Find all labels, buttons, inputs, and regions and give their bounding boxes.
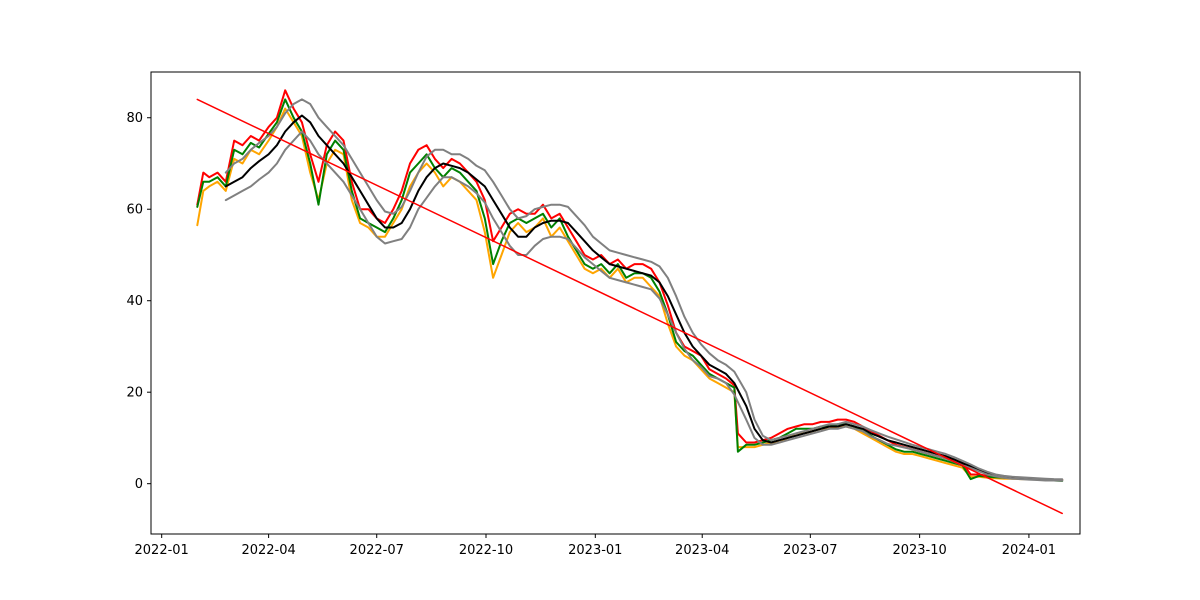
x-tick-label: 2022-10 [459,543,513,558]
x-tick-label: 2023-07 [783,543,837,558]
x-tick-label: 2024-01 [1002,543,1056,558]
series-line-low [196,107,1064,481]
plot-frame [150,71,1081,535]
y-tick-label: 0 [135,477,143,492]
series-line-high [196,89,1064,481]
series-line-close [196,98,1064,482]
x-tick-label: 2022-04 [241,543,295,558]
x-tick-label: 2023-04 [675,543,729,558]
series-line-lower-band [224,130,1064,482]
y-axis: 0 20 40 60 80 [126,111,151,492]
series-line-moving-average [224,114,1064,481]
y-tick-label: 20 [126,386,143,401]
y-tick-label: 40 [126,294,143,309]
x-tick-label: 2023-10 [892,543,946,558]
series-line-trend [196,98,1063,515]
y-tick-label: 80 [126,111,143,126]
x-axis: 2022-01 2022-04 2022-07 2022-10 2023-01 2023-… [135,534,1056,558]
y-tick-label: 60 [126,203,143,218]
series-line-upper-band [224,98,1064,481]
x-tick-label: 2023-01 [568,543,622,558]
series-layer [196,89,1064,515]
x-tick-label: 2022-07 [350,543,404,558]
x-tick-label: 2022-01 [135,543,189,558]
